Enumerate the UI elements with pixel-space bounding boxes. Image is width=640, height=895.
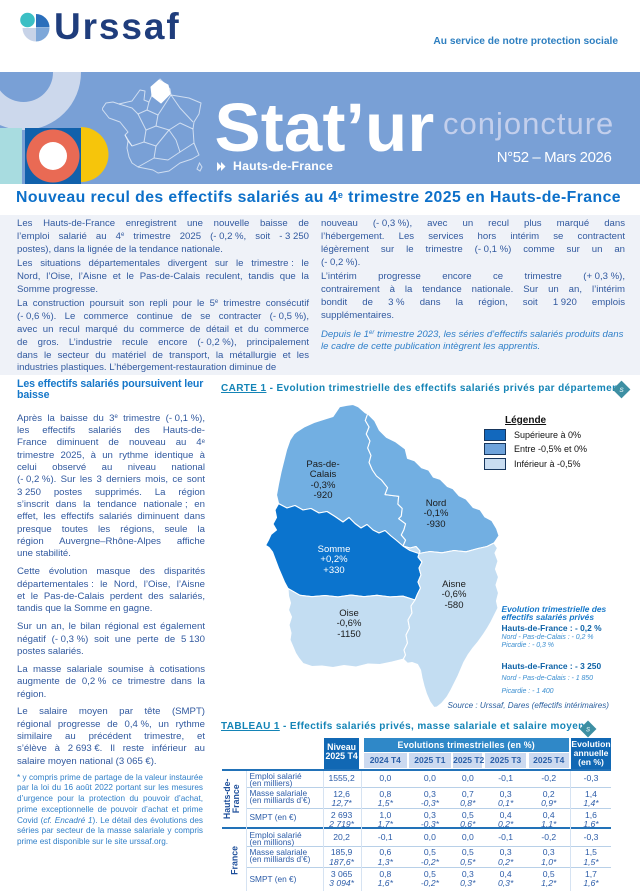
svg-text:S: S [619,387,624,394]
svg-text:S: S [586,726,591,733]
